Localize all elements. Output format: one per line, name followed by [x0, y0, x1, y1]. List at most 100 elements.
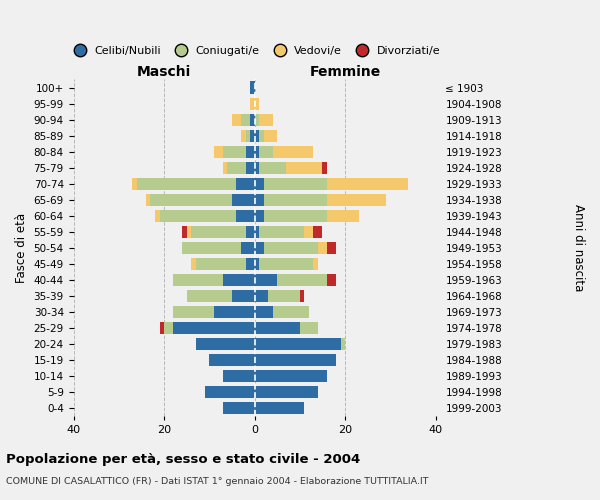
Bar — [254, 194, 263, 205]
Bar — [133, 178, 254, 190]
Bar — [250, 82, 254, 94]
Bar — [268, 290, 300, 302]
Bar — [259, 226, 304, 237]
Bar — [223, 370, 254, 382]
Bar — [254, 370, 327, 382]
Bar — [272, 146, 313, 158]
Bar — [254, 290, 268, 302]
Y-axis label: Fasce di età: Fasce di età — [15, 212, 28, 283]
Bar — [250, 114, 254, 126]
Bar — [182, 242, 254, 254]
Bar — [160, 322, 254, 334]
Bar — [223, 370, 254, 382]
Bar — [209, 354, 254, 366]
Bar — [227, 162, 254, 173]
Bar — [236, 210, 254, 222]
Bar — [196, 338, 254, 350]
Bar — [223, 146, 254, 158]
Bar — [187, 290, 254, 302]
Y-axis label: Anni di nascita: Anni di nascita — [572, 204, 585, 292]
Bar — [223, 402, 254, 414]
Bar — [223, 370, 254, 382]
Bar — [223, 402, 254, 414]
Bar — [164, 322, 254, 334]
Bar — [263, 178, 327, 190]
Bar — [223, 402, 254, 414]
Bar — [254, 114, 259, 126]
Bar — [254, 242, 263, 254]
Bar — [254, 98, 259, 110]
Bar — [173, 306, 254, 318]
Bar — [245, 130, 254, 141]
Bar — [250, 82, 254, 94]
Bar — [187, 290, 254, 302]
Bar — [173, 274, 254, 286]
Bar — [327, 210, 359, 222]
Bar — [327, 194, 386, 205]
Bar — [254, 226, 259, 237]
Bar — [164, 322, 254, 334]
Bar — [272, 306, 309, 318]
Bar — [205, 386, 254, 398]
Bar — [137, 178, 254, 190]
Bar — [232, 114, 254, 126]
Bar — [259, 258, 313, 270]
Bar — [223, 162, 254, 173]
Bar — [191, 258, 254, 270]
Bar — [232, 114, 254, 126]
Bar — [254, 130, 259, 141]
Bar — [232, 290, 254, 302]
Bar — [254, 322, 300, 334]
Bar — [214, 146, 254, 158]
Bar — [205, 386, 254, 398]
Bar — [182, 226, 254, 237]
Bar — [327, 178, 409, 190]
Bar — [187, 226, 254, 237]
Bar — [223, 274, 254, 286]
Bar — [254, 258, 259, 270]
Text: COMUNE DI CASALATTICO (FR) - Dati ISTAT 1° gennaio 2004 - Elaborazione TUTTITALI: COMUNE DI CASALATTICO (FR) - Dati ISTAT … — [6, 478, 428, 486]
Bar — [232, 194, 254, 205]
Bar — [322, 162, 327, 173]
Bar — [205, 386, 254, 398]
Bar — [209, 354, 254, 366]
Bar — [304, 226, 313, 237]
Bar — [245, 146, 254, 158]
Bar — [241, 130, 254, 141]
Bar — [241, 114, 254, 126]
Bar — [182, 242, 254, 254]
Bar — [300, 322, 318, 334]
Bar — [223, 370, 254, 382]
Bar — [250, 98, 254, 110]
Bar — [245, 258, 254, 270]
Bar — [146, 194, 254, 205]
Text: Maschi: Maschi — [137, 64, 191, 78]
Bar — [259, 130, 263, 141]
Bar — [250, 130, 254, 141]
Bar — [250, 82, 254, 94]
Bar — [254, 162, 259, 173]
Bar — [245, 226, 254, 237]
Bar — [205, 386, 254, 398]
Bar — [259, 146, 272, 158]
Bar — [241, 242, 254, 254]
Bar — [263, 130, 277, 141]
Bar — [254, 306, 272, 318]
Bar — [263, 210, 327, 222]
Bar — [173, 274, 254, 286]
Bar — [254, 210, 263, 222]
Bar — [196, 338, 254, 350]
Bar — [250, 98, 254, 110]
Bar — [196, 338, 254, 350]
Bar — [327, 274, 336, 286]
Legend: Celibi/Nubili, Coniugati/e, Vedovi/e, Divorziati/e: Celibi/Nubili, Coniugati/e, Vedovi/e, Di… — [65, 42, 445, 60]
Bar — [187, 290, 254, 302]
Text: Femmine: Femmine — [310, 64, 381, 78]
Bar — [209, 354, 254, 366]
Bar — [214, 146, 254, 158]
Bar — [191, 258, 254, 270]
Bar — [250, 82, 254, 94]
Bar — [300, 290, 304, 302]
Bar — [313, 258, 318, 270]
Bar — [245, 162, 254, 173]
